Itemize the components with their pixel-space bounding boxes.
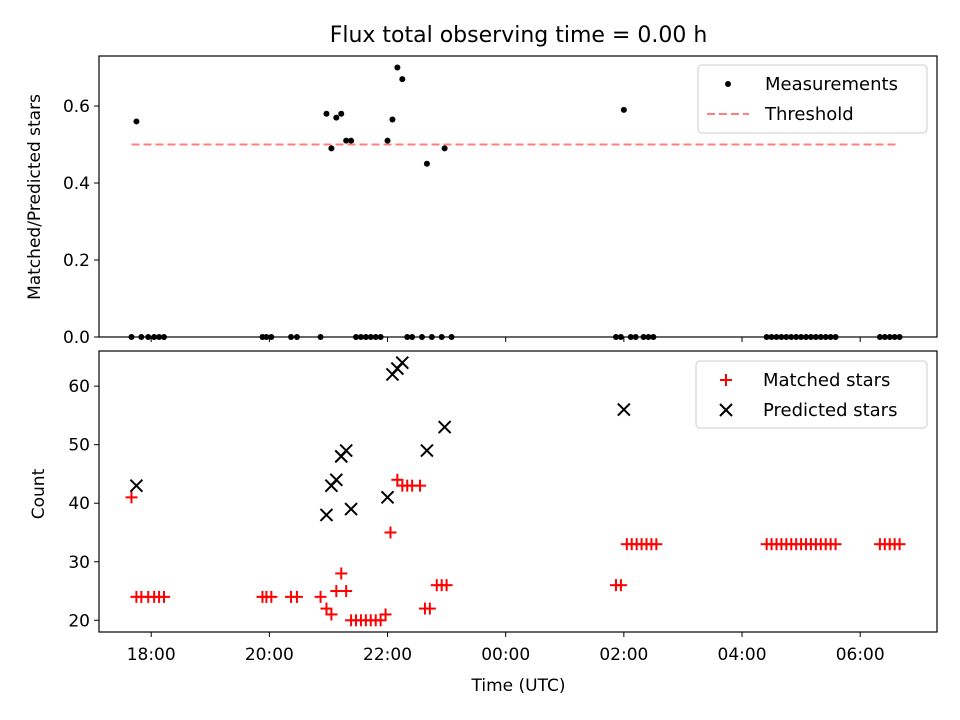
x-tick-label: 06:00 xyxy=(836,645,885,665)
matched-star-point xyxy=(325,608,338,621)
top-legend-box xyxy=(697,64,928,134)
top-legend: Measurements Threshold xyxy=(697,64,928,134)
bottom-y-tick-label: 60 xyxy=(68,377,90,397)
bottom-y-tick-label: 40 xyxy=(68,494,90,514)
x-tick-label: 20:00 xyxy=(245,645,294,665)
x-axis-label: Time (UTC) xyxy=(471,676,566,696)
legend-matched-marker xyxy=(720,374,732,386)
measurement-point xyxy=(333,114,340,121)
top-y-tick-label: 0.4 xyxy=(63,174,90,194)
x-tick-label: 18:00 xyxy=(127,645,176,665)
predicted-star-point xyxy=(617,402,631,417)
matched-star-point xyxy=(340,585,353,598)
x-tick-label: 02:00 xyxy=(599,645,648,665)
bottom-y-tick-label: 20 xyxy=(68,611,90,631)
predicted-star-point xyxy=(129,478,144,493)
top-y-tick-label: 0.6 xyxy=(63,97,90,117)
matched-star-point xyxy=(157,590,170,603)
matched-star-point xyxy=(614,579,627,592)
bottom-legend-box xyxy=(695,360,928,429)
x-tick-label: 22:00 xyxy=(363,645,412,665)
predicted-star-point xyxy=(437,420,452,434)
x-tick-label: 00:00 xyxy=(481,645,530,665)
matched-star-point xyxy=(423,602,436,615)
matched-star-point xyxy=(650,538,663,551)
bottom-y-tick-label: 50 xyxy=(68,436,90,456)
legend-threshold-label: Threshold xyxy=(764,104,854,125)
legend-measurements-label: Measurements xyxy=(765,74,898,95)
matched-star-point xyxy=(893,538,906,551)
matched-star-point xyxy=(265,590,278,603)
predicted-star-point xyxy=(420,443,434,458)
count-panel: Count Time (UTC) 20 30 40 50 60 18:00 20:00 22:… xyxy=(29,350,938,696)
top-y-axis-label: Matched/Predicted stars xyxy=(25,94,45,300)
predicted-star-point xyxy=(395,356,410,370)
bottom-y-tick-label: 30 xyxy=(68,553,90,573)
matched-star-point xyxy=(829,538,842,551)
measurement-point xyxy=(399,76,406,83)
matched-star-point xyxy=(379,608,392,621)
bottom-legend: Matched stars Predicted stars xyxy=(695,360,928,429)
matched-star-point xyxy=(314,590,327,603)
ratio-panel: Flux total observing time = 0.00 h Match… xyxy=(25,23,938,348)
top-axes-frame xyxy=(98,55,938,338)
top-y-tick-label: 0.0 xyxy=(63,328,90,348)
chart-title: Flux total observing time = 0.00 h xyxy=(330,23,708,48)
measurement-point xyxy=(133,118,140,125)
legend-predicted-label: Predicted stars xyxy=(763,400,897,421)
measurement-point xyxy=(389,116,396,123)
bottom-y-axis-label: Count xyxy=(29,468,49,519)
predicted-star-point xyxy=(344,502,358,516)
measurement-point xyxy=(441,145,448,152)
matched-star-point xyxy=(335,567,348,580)
top-y-tick-label: 0.2 xyxy=(63,251,90,271)
predicted-star-point xyxy=(339,443,353,458)
measurement-point xyxy=(348,137,355,144)
legend-matched-label: Matched stars xyxy=(763,370,890,391)
matched-star-point xyxy=(125,491,138,504)
measurement-point xyxy=(394,64,401,71)
measurement-point xyxy=(323,110,330,117)
legend-predicted-marker xyxy=(719,403,733,417)
legend-measurements-marker xyxy=(725,81,731,87)
measurement-point xyxy=(384,137,391,144)
measurement-point xyxy=(328,145,335,152)
predicted-star-point xyxy=(329,473,344,487)
matched-star-point xyxy=(440,579,453,592)
predicted-star-point xyxy=(380,490,395,505)
x-tick-label: 04:00 xyxy=(718,645,767,665)
measurement-point xyxy=(423,160,430,167)
matched-star-point xyxy=(414,479,427,492)
measurement-point xyxy=(338,110,345,117)
matched-star-point xyxy=(384,526,397,539)
bottom-axes-frame xyxy=(98,350,938,633)
measurement-point xyxy=(343,137,350,144)
matched-star-point xyxy=(290,590,303,603)
predicted-star-point xyxy=(319,508,334,522)
bottom-plot-area: 20 30 40 50 60 18:00 20:00 22:00 00:00 02:00 04:00… xyxy=(68,356,906,665)
measurement-point xyxy=(620,106,627,113)
